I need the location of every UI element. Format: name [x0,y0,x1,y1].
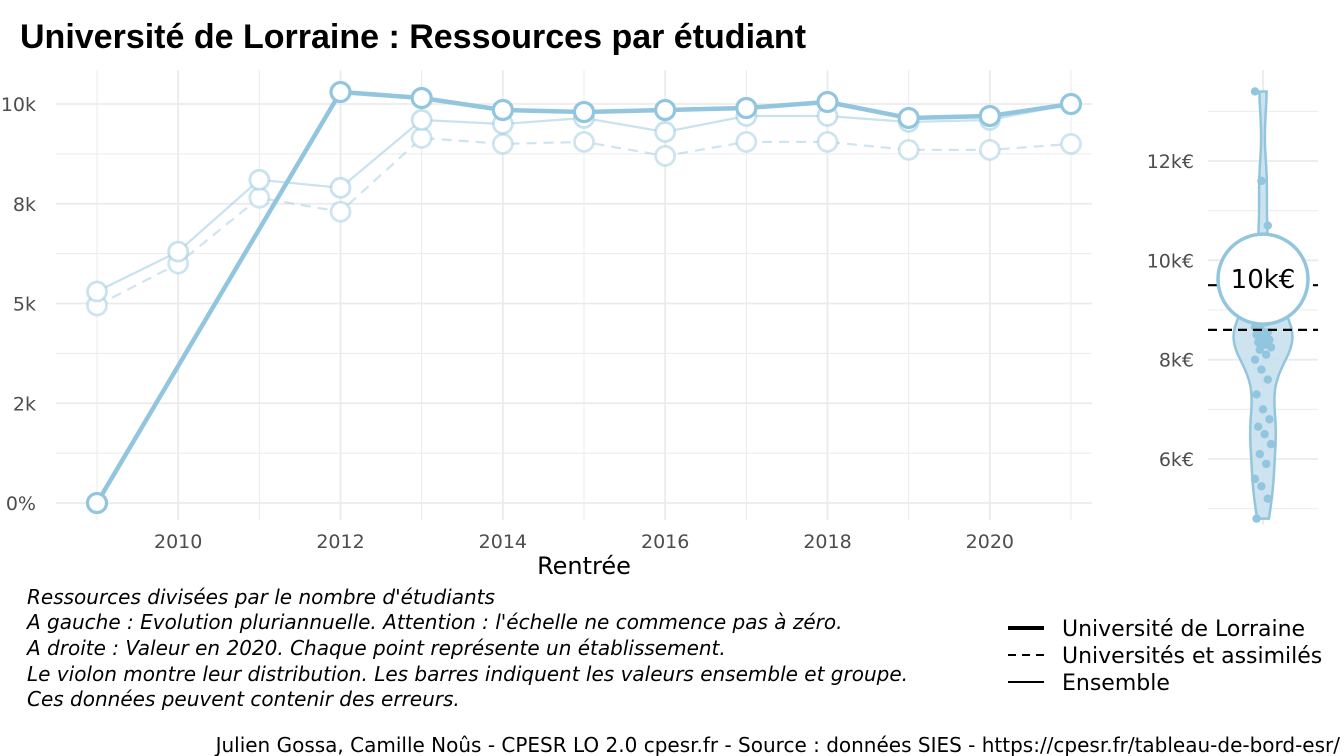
series-point [735,96,758,120]
x-tick-label: 2012 [316,531,364,553]
series-point [329,176,352,199]
highlight-badge: 10k€ [1216,232,1310,326]
series-point [897,106,920,130]
violin-point [1250,87,1260,96]
y-tick-label: 2k [13,393,36,415]
line-x-ticks: 2010 2012 2014 2016 2018 2020 [154,531,1014,553]
violin-panel: 6k€ 8k€ 10k€ 12k€ 10k€ [1147,70,1318,525]
violin-point [1257,176,1266,186]
x-tick-label: 2018 [803,531,851,553]
legend-label: Universités et assimilés [1062,644,1322,669]
highlight-circle [1216,232,1310,326]
violin-point [1252,330,1261,340]
series-point [85,491,109,515]
violin-point [1257,482,1266,491]
series-point [86,280,108,303]
series-point [491,132,514,155]
line-y-ticks: 0% 2k 5k 8k 10k [1,94,36,515]
violin-point [1265,415,1274,424]
series-point [572,100,596,124]
series-point [410,86,433,110]
violin-point [1263,375,1273,384]
series-point [897,138,920,161]
violin-point [1258,405,1268,414]
y-tick-label: 8k [13,194,36,216]
line-panel: 0% 2k 5k 8k 10k 2010 2012 2014 2016 2018 2020 Ren… [1,70,1092,580]
violin-point [1262,459,1271,469]
legend-label: Ensemble [1062,671,1170,696]
caption: Julien Gossa, Camille Noûs - CPESR LO 2.… [214,733,1341,756]
violin-y-tick-label: 10k€ [1147,250,1194,272]
series-point [410,109,433,131]
series-point [816,131,839,153]
violin-point [1250,474,1260,484]
series-point [410,127,433,149]
x-axis-title: Rentrée [537,552,631,580]
series-point [329,80,352,104]
x-tick-label: 2016 [641,531,689,553]
x-tick-label: 2010 [154,531,202,553]
violin-point [1252,390,1261,399]
y-tick-label: 10k [1,94,36,116]
series-point [735,131,758,153]
x-tick-label: 2020 [966,531,1014,553]
note-line: Le violon montre leur distribution. Les … [27,662,908,686]
violin-y-ticks: 6k€ 8k€ 10k€ 12k€ [1147,151,1194,471]
x-tick-label: 2014 [479,531,527,553]
series-point [1059,92,1083,116]
line-grid [56,70,1092,520]
series-point [654,121,677,143]
violin-point [1255,449,1265,459]
violin-point [1262,350,1271,359]
series-point [1060,132,1082,155]
legend: Université de Lorraine Universités et as… [1008,617,1322,696]
series-point [491,98,514,122]
note-line: Ces données peuvent contenir des erreurs… [27,687,460,711]
series-point [978,104,1001,128]
series-point [248,168,271,191]
highlight-label: 10k€ [1231,265,1296,295]
legend-label: Université de Lorraine [1062,617,1305,642]
series-point [654,144,677,167]
violin-point [1252,514,1261,523]
violin-y-tick-label: 8k€ [1159,350,1194,372]
series-point [978,138,1001,161]
violin-point [1263,221,1273,230]
series-point [816,90,839,114]
violin-y-tick-label: 6k€ [1159,449,1194,471]
violin-point [1255,345,1265,354]
series-point [167,240,190,263]
violin-point [1254,338,1263,347]
series-point [654,98,677,122]
note-line: A gauche : Evolution pluriannuelle. Atte… [25,610,843,634]
y-tick-label: 0% [6,493,36,515]
violin-point [1250,355,1260,364]
violin-point [1263,494,1273,503]
series-point [573,131,595,153]
line-series [85,80,1083,515]
chart-title: Université de Lorraine : Ressources par … [20,18,806,56]
violin-y-tick-label: 12k€ [1147,151,1194,173]
notes: Ressources divisées par le nombre d'étud… [25,585,908,711]
violin-point [1266,343,1276,352]
violin-point [1254,422,1263,431]
note-line: Ressources divisées par le nombre d'étud… [27,585,495,609]
violin-point [1260,429,1269,439]
violin-point [1266,439,1276,449]
y-tick-label: 5k [13,294,36,316]
note-line: A droite : Valeur en 2020. Chaque point … [25,636,726,660]
violin-point [1257,365,1266,374]
series-point [329,200,352,223]
series-point [248,186,271,209]
